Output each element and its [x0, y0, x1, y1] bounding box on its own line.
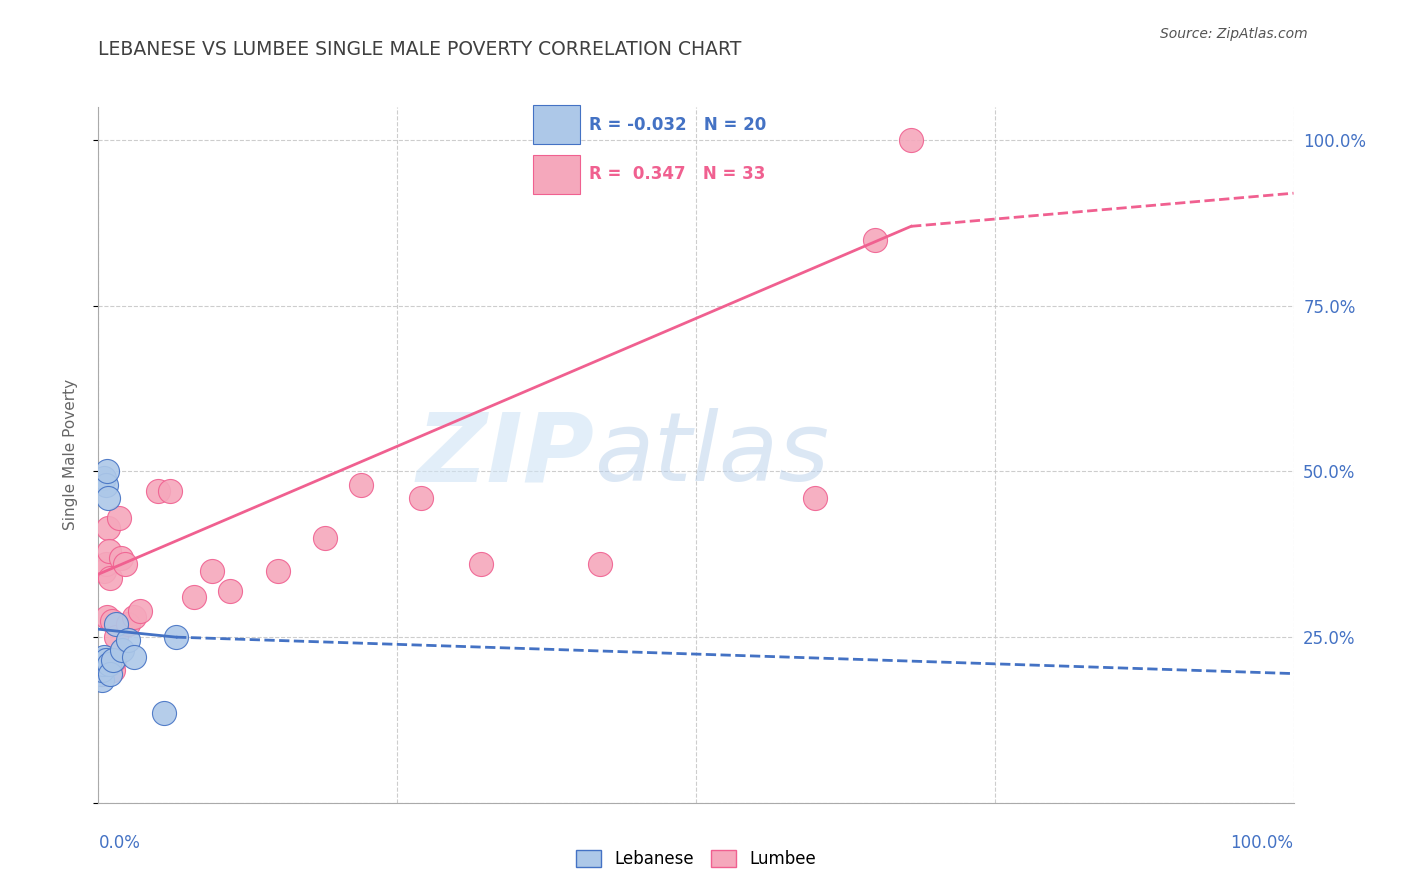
Point [183, 591, 205, 605]
Point [153, 706, 176, 721]
Point [103, 653, 125, 667]
Text: 0.0%: 0.0% [98, 834, 141, 852]
Text: atlas: atlas [595, 409, 830, 501]
Text: LEBANESE VS LUMBEE SINGLE MALE POVERTY CORRELATION CHART: LEBANESE VS LUMBEE SINGLE MALE POVERTY C… [98, 40, 742, 59]
Point [96, 465, 118, 479]
Point [124, 610, 146, 624]
Point [148, 484, 170, 499]
Point [91, 653, 114, 667]
Point [94, 477, 117, 491]
Point [201, 564, 224, 578]
Text: 100.0%: 100.0% [1230, 834, 1294, 852]
Point [111, 643, 134, 657]
Point [105, 630, 128, 644]
Y-axis label: Single Male Poverty: Single Male Poverty [63, 379, 77, 531]
Point [97, 491, 120, 505]
Point [101, 653, 124, 667]
Point [900, 133, 922, 147]
Point [98, 657, 121, 671]
Point [165, 630, 187, 644]
Point [219, 583, 242, 598]
Point [94, 653, 117, 667]
Text: R = -0.032   N = 20: R = -0.032 N = 20 [589, 116, 766, 134]
Point [129, 604, 152, 618]
Point [159, 484, 181, 499]
Point [91, 666, 114, 681]
Point [350, 477, 373, 491]
Point [96, 610, 118, 624]
Point [91, 673, 114, 688]
Point [267, 564, 290, 578]
Point [98, 666, 122, 681]
Point [93, 650, 115, 665]
FancyBboxPatch shape [533, 105, 579, 145]
Point [94, 558, 117, 572]
Point [98, 570, 122, 584]
Point [91, 663, 114, 677]
Point [101, 663, 124, 677]
Point [315, 531, 337, 545]
Point [117, 633, 139, 648]
Point [97, 521, 120, 535]
Text: R =  0.347   N = 33: R = 0.347 N = 33 [589, 165, 765, 183]
Point [470, 558, 492, 572]
Point [93, 564, 115, 578]
Point [117, 616, 139, 631]
Point [90, 666, 112, 681]
Point [98, 544, 121, 558]
Point [90, 666, 112, 681]
Point [589, 558, 612, 572]
Point [91, 663, 114, 677]
Point [107, 511, 129, 525]
Legend: Lebanese, Lumbee: Lebanese, Lumbee [569, 843, 823, 874]
Point [91, 657, 114, 671]
Text: Source: ZipAtlas.com: Source: ZipAtlas.com [1160, 27, 1308, 41]
Point [863, 233, 887, 247]
Point [804, 491, 827, 505]
FancyBboxPatch shape [533, 154, 579, 194]
Point [124, 650, 146, 665]
Point [93, 471, 115, 485]
Point [100, 614, 122, 628]
Point [105, 616, 128, 631]
Point [411, 491, 433, 505]
Text: ZIP: ZIP [416, 409, 595, 501]
Point [110, 550, 132, 565]
Point [114, 558, 136, 572]
